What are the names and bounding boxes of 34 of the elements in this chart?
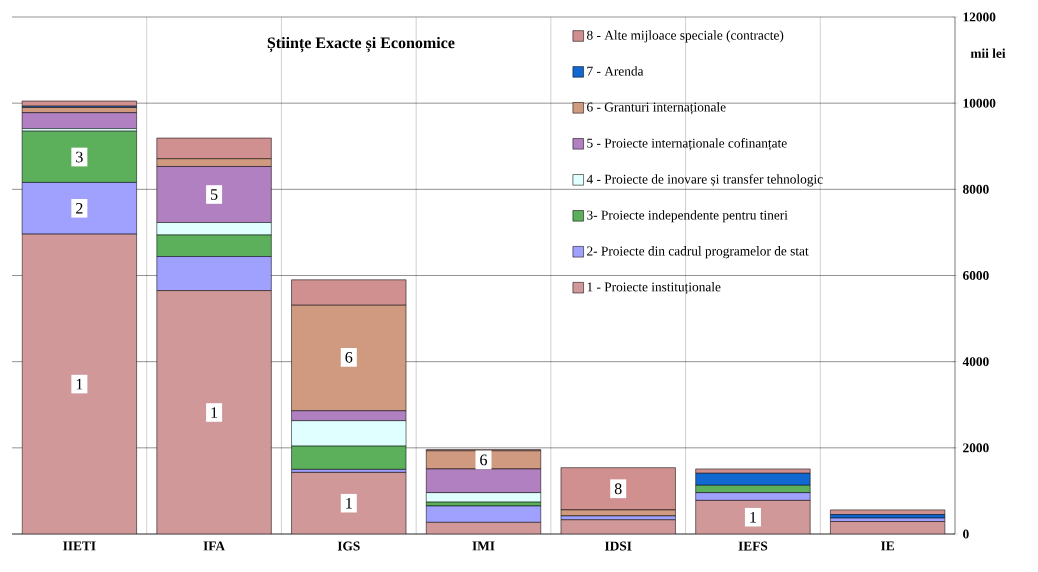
legend-label: 5 - Proiecte internaționale cofinanțate: [587, 138, 787, 151]
y-tick-label: 12000: [963, 12, 996, 22]
legend-label: 7 - Arenda: [587, 66, 644, 76]
y-tick-label: 2000: [963, 443, 989, 453]
x-tick-label: IFA: [203, 541, 225, 551]
annotation: 1: [750, 511, 756, 523]
legend-label: 6 - Granturi internaționale: [587, 102, 726, 115]
y-tick-label: 4000: [962, 357, 989, 367]
annotation: 2: [76, 202, 83, 214]
annotation: 3: [76, 151, 83, 163]
annotation: 6: [480, 454, 488, 466]
annotation: 8: [614, 483, 622, 495]
y-tick-label: 10000: [963, 98, 996, 108]
annotation: 6: [345, 351, 353, 363]
y-tick-label: 0: [963, 529, 969, 539]
annotation: 1: [346, 497, 352, 509]
y-tick-label: 6000: [963, 271, 989, 280]
y-tick-label: 8000: [962, 184, 989, 194]
legend-label: 3- Proiecte independente pentru tineri: [587, 210, 788, 223]
legend-label: 1 - Proiecte instituționale: [587, 282, 721, 295]
legend-label: 2- Proiecte din cadrul programelor de stat: [587, 246, 809, 259]
text: Științe Exacte și Economice: [267, 36, 455, 53]
y-axis-title: mii lei: [970, 48, 1006, 58]
x-tick-label: IMI: [472, 541, 495, 551]
x-tick-label: IDSI: [604, 541, 632, 551]
x-tick-label: IE: [881, 541, 895, 551]
x-tick-label: IEFS: [738, 541, 768, 551]
annotation: 1: [76, 378, 83, 390]
annotation: 1: [211, 407, 218, 418]
legend-label: 8 - Alte mijloace speciale (contracte): [587, 30, 784, 43]
x-tick-label: IGS: [337, 541, 360, 551]
legend-label: 4 - Proiecte de inovare și transfer tehnologic: [586, 174, 823, 187]
x-tick-label: IIETI: [63, 541, 96, 551]
annotation: 5: [210, 189, 218, 200]
